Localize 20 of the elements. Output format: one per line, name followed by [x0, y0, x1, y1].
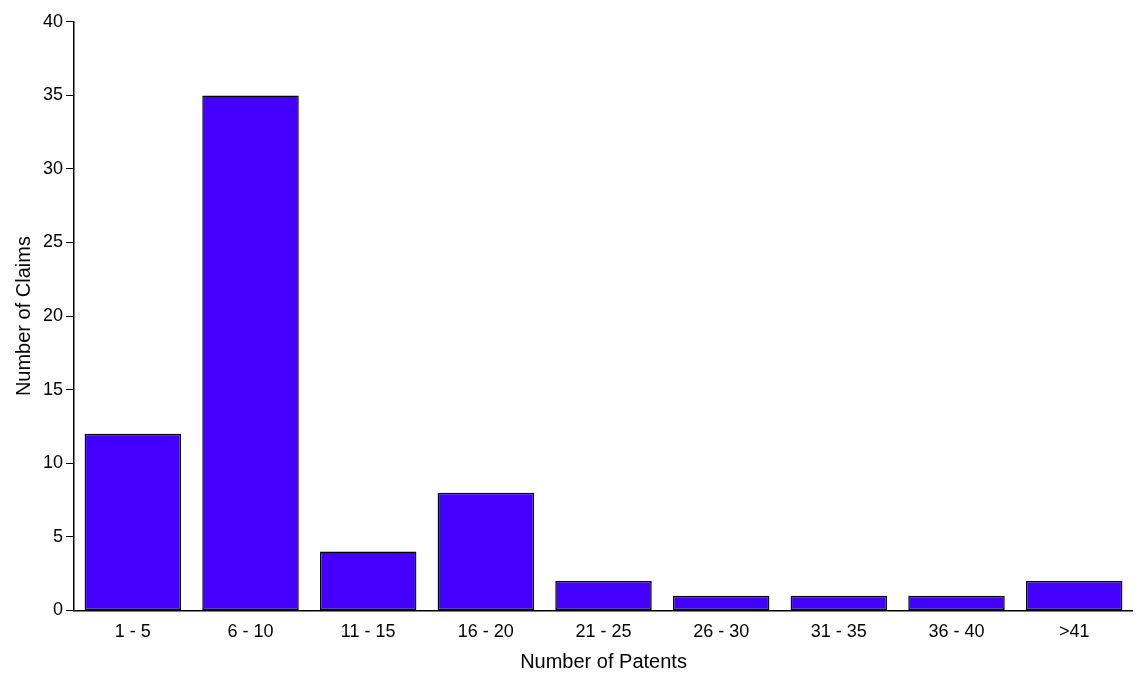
x-axis-title: Number of Patents — [520, 649, 687, 672]
x-tick-label: 26 - 30 — [693, 621, 750, 642]
y-tick-label: 35 — [42, 84, 64, 105]
y-axis-title: Number of Claims — [11, 236, 34, 397]
x-tick-label: >41 — [1058, 621, 1090, 642]
x-tick-label: 6 - 10 — [227, 621, 274, 642]
x-tick-label: 16 - 20 — [457, 621, 514, 642]
x-tick-label: 11 - 15 — [340, 621, 396, 642]
x-tick-label: 36 - 40 — [928, 621, 985, 642]
x-tick-label: 21 - 25 — [575, 621, 632, 642]
y-tick-label: 25 — [42, 231, 64, 252]
y-tick-label: 30 — [42, 157, 64, 178]
x-tick-label: 31 - 35 — [810, 621, 867, 642]
x-tick-label: 1 - 5 — [114, 621, 151, 642]
y-tick-label: 0 — [53, 599, 64, 620]
y-tick-label: 5 — [53, 525, 64, 546]
y-tick-label: 40 — [42, 10, 64, 31]
y-tick-label: 10 — [42, 452, 64, 473]
y-tick-label: 15 — [42, 378, 64, 399]
y-tick-label: 20 — [42, 305, 64, 326]
